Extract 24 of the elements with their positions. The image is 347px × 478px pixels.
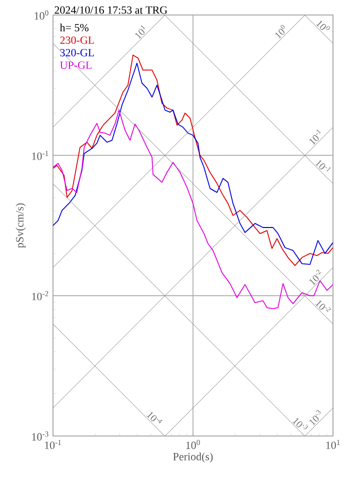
annotation: 10$^{-3}$ (309, 410, 321, 426)
annotation: 10$^{-1}$ (309, 130, 322, 145)
annotation: 10$^{-2}$ (315, 300, 331, 312)
x-tick-label: 10$^{-1}$ (45, 440, 61, 450)
text: UP-GL (60, 61, 92, 69)
y-tick-label: 10$^{0}$ (34, 10, 48, 20)
y-tick-label: 10$^{-1}$ (32, 150, 48, 160)
y-axis-title: pSv(cm/s) (16, 203, 26, 248)
text: 320-GL (60, 48, 94, 56)
x-tick-label: 10$^{1}$ (326, 440, 340, 450)
annotation: 10$^{-3}$ (292, 418, 308, 430)
legend-title: h= 5% (60, 24, 89, 32)
annotation: 10$^{-4}$ (146, 412, 162, 424)
annotation: 10$^{0}$ (275, 24, 285, 39)
y-tick-label: 10$^{-2}$ (32, 291, 48, 300)
annotation: 10$^{1}$ (135, 25, 146, 40)
x-tick-label: 10$^{0}$ (186, 440, 200, 450)
y-tick-label: 10$^{-3}$ (32, 431, 48, 441)
annotation: 10$^{-2}$ (309, 270, 322, 286)
annotation: 10$^{-1}$ (315, 160, 331, 172)
text: 230-GL (60, 36, 94, 44)
annotation: 10$^{0}$ (316, 20, 330, 30)
x-axis-title: Period(s) (173, 452, 213, 463)
chart-title: 2024/10/16 17:53 at TRG (54, 6, 168, 14)
